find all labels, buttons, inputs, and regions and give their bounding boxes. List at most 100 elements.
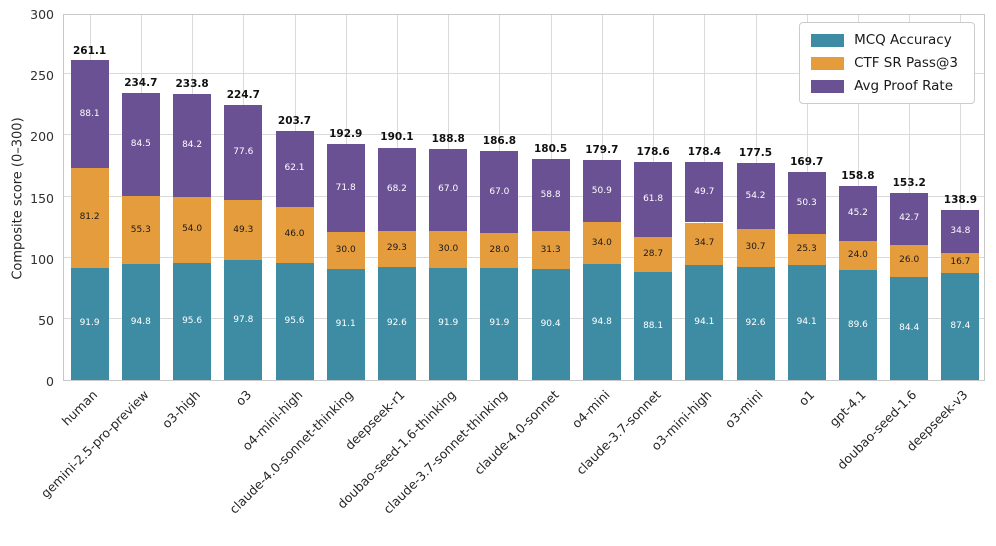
- bar-total-label: 188.8: [431, 132, 465, 145]
- y-tick-label: 250: [30, 68, 54, 84]
- segment-value-label: 26.0: [899, 255, 920, 266]
- segment-value-label: 71.8: [335, 182, 356, 193]
- bar-segment: 49.7: [685, 161, 724, 223]
- segment-value-label: 34.0: [591, 237, 612, 248]
- bar-segment: 94.8: [121, 264, 160, 380]
- segment-value-label: 42.7: [899, 213, 920, 224]
- segment-value-label: 58.8: [540, 189, 561, 200]
- legend-label: CTF SR Pass@3: [854, 55, 958, 71]
- legend-swatch-icon: [811, 56, 845, 70]
- bar-segment: 92.6: [377, 266, 416, 380]
- bar-total-label: 203.7: [277, 114, 312, 127]
- bar-total-label: 177.5: [738, 146, 773, 159]
- bar-segment: 28.7: [634, 237, 673, 273]
- bar-total-label: 234.7: [124, 77, 158, 89]
- legend-label: MCQ Accuracy: [854, 32, 952, 48]
- bar-segment: 97.8: [224, 260, 263, 380]
- segment-value-label: 29.3: [386, 243, 407, 254]
- segment-value-label: 49.7: [694, 186, 715, 197]
- segment-value-label: 54.0: [182, 224, 203, 235]
- bar-segment: 90.4: [531, 269, 570, 380]
- bar-segment: 50.3: [787, 172, 826, 234]
- segment-value-label: 55.3: [130, 224, 151, 235]
- segment-value-label: 94.1: [694, 316, 715, 327]
- segment-value-label: 95.6: [182, 316, 203, 326]
- segment-value-label: 67.0: [438, 184, 459, 195]
- segment-value-label: 28.7: [643, 249, 664, 260]
- bar-total-label: 233.8: [175, 78, 209, 90]
- segment-value-label: 61.8: [643, 193, 664, 204]
- legend-swatch-icon: [811, 33, 845, 47]
- legend-item: CTF SR Pass@3: [811, 55, 958, 71]
- bar-total-label: 158.8: [841, 169, 875, 182]
- bar-segment: 16.7: [941, 252, 980, 274]
- bar-segment: 26.0: [890, 245, 929, 277]
- x-tick-label: o3: [232, 387, 254, 409]
- bar-segment: 62.1: [275, 130, 314, 207]
- segment-value-label: 46.0: [284, 229, 305, 240]
- segment-value-label: 16.7: [950, 257, 971, 268]
- y-tick-label: 0: [46, 374, 54, 389]
- bar-segment: 95.6: [275, 263, 314, 380]
- legend: MCQ Accuracy CTF SR Pass@3 Avg Proof Rate: [799, 22, 975, 104]
- bar-segment: 91.1: [326, 268, 365, 380]
- bar-total-label: 180.5: [533, 143, 568, 156]
- x-tick-label: human: [58, 387, 101, 429]
- bar-segment: 67.0: [480, 151, 519, 234]
- y-tick-label: 150: [30, 190, 54, 206]
- segment-value-label: 67.0: [489, 186, 510, 197]
- legend-item: MCQ Accuracy: [811, 32, 958, 48]
- segment-value-label: 94.1: [796, 316, 817, 327]
- segment-value-label: 90.4: [540, 319, 561, 330]
- bar-segment: 34.0: [582, 222, 621, 264]
- legend-item: Avg Proof Rate: [811, 78, 958, 94]
- bar-total-label: 169.7: [790, 156, 824, 169]
- bar-segment: 50.9: [582, 160, 621, 223]
- y-tick-label: 50: [38, 312, 54, 328]
- segment-value-label: 50.3: [796, 197, 817, 208]
- bar-segment: 29.3: [377, 230, 416, 267]
- bar-segment: 31.3: [531, 231, 570, 270]
- bar-segment: 94.1: [787, 264, 826, 380]
- segment-value-label: 28.0: [489, 244, 510, 255]
- x-tick-label: o4-mini: [568, 387, 613, 431]
- segment-value-label: 34.7: [694, 238, 715, 249]
- bar-segment: 84.4: [890, 276, 929, 380]
- segment-value-label: 88.1: [79, 108, 100, 119]
- bar-segment: 89.6: [838, 270, 877, 380]
- bar-segment: 30.0: [429, 230, 468, 268]
- bar-segment: 81.2: [70, 168, 109, 268]
- segment-value-label: 92.6: [745, 317, 766, 328]
- bar-segment: 28.0: [480, 233, 519, 268]
- segment-value-label: 62.1: [284, 163, 305, 174]
- bar-segment: 91.9: [429, 267, 468, 380]
- bar-segment: 68.2: [377, 147, 416, 231]
- bar-segment: 67.0: [429, 148, 468, 231]
- y-tick-label: 200: [30, 129, 54, 145]
- segment-value-label: 92.6: [386, 317, 407, 328]
- bar-segment: 24.0: [838, 241, 877, 271]
- segment-value-label: 31.3: [540, 244, 561, 255]
- segment-value-label: 77.6: [233, 147, 254, 158]
- bar-segment: 77.6: [224, 105, 263, 200]
- bar-total-label: 179.7: [585, 144, 619, 157]
- x-tick-label: gemini-2.5-pro-preview: [37, 387, 152, 501]
- segment-value-label: 91.9: [438, 318, 459, 329]
- segment-value-label: 87.4: [950, 321, 971, 332]
- bar-segment: 92.6: [736, 266, 775, 380]
- bar-segment: 58.8: [531, 159, 570, 232]
- bar-segment: 94.8: [582, 264, 621, 380]
- segment-value-label: 84.2: [182, 140, 203, 150]
- segment-value-label: 34.8: [950, 225, 971, 236]
- segment-value-label: 88.1: [643, 320, 664, 331]
- y-tick-label: 100: [30, 251, 54, 267]
- segment-value-label: 45.2: [847, 207, 868, 218]
- y-tick-label: 300: [30, 7, 54, 22]
- bar-total-label: 153.2: [892, 176, 926, 189]
- segment-value-label: 30.0: [438, 243, 459, 254]
- bar-total-label: 138.9: [943, 194, 977, 207]
- segment-value-label: 24.0: [847, 250, 868, 261]
- segment-value-label: 49.3: [233, 224, 254, 235]
- x-tick-label: o3-high: [158, 387, 203, 432]
